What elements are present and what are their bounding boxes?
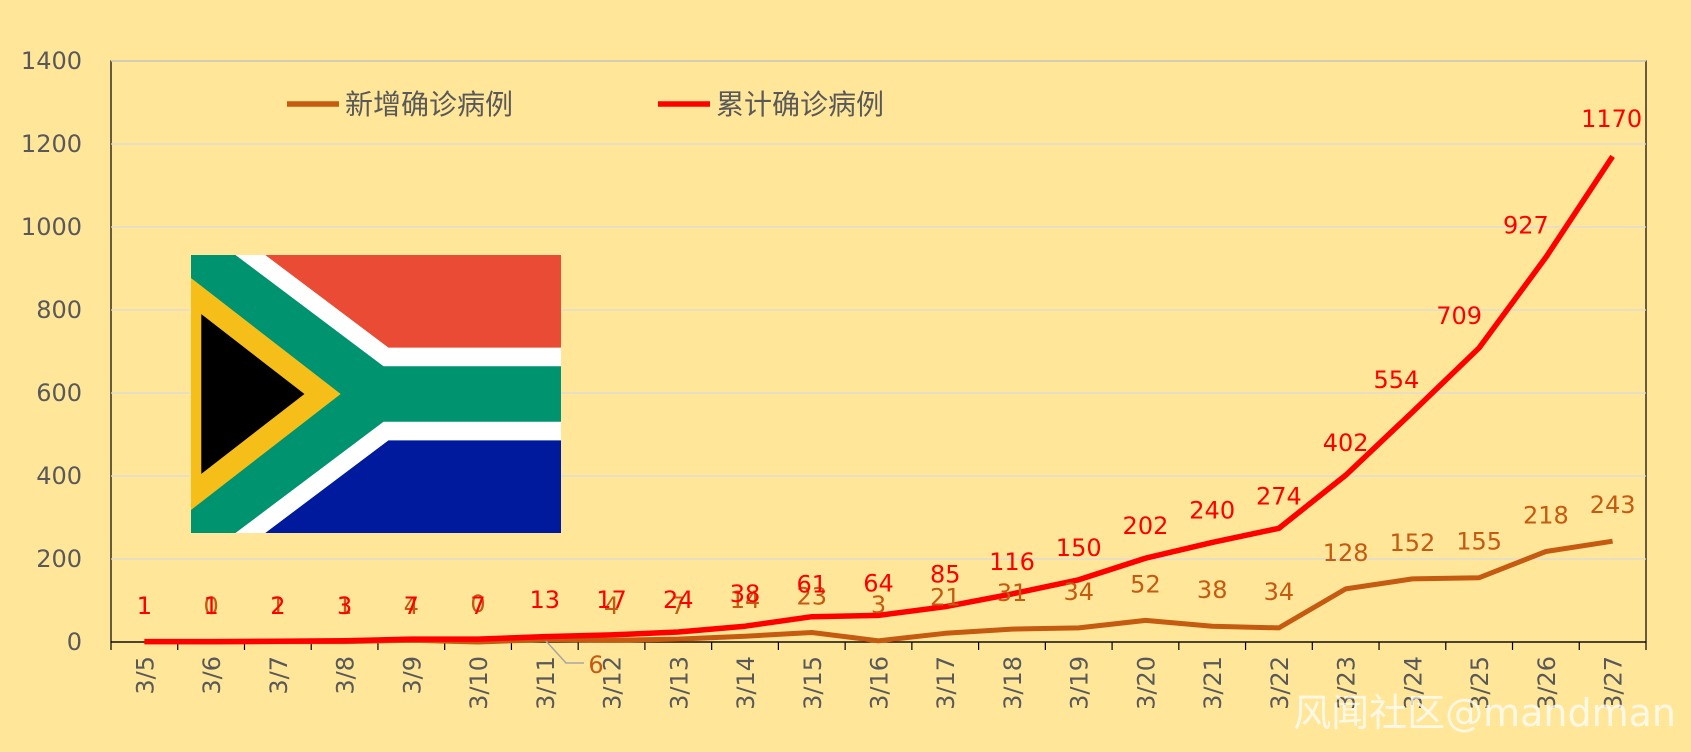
data-label-daily: 34 — [1264, 578, 1295, 606]
watermark: 风闻社区@mandman — [1293, 691, 1676, 735]
data-label-cumulative: 402 — [1323, 429, 1369, 457]
data-label-daily: 3 — [871, 591, 886, 619]
data-label-daily: 21 — [930, 583, 961, 611]
data-label-cumulative: 24 — [663, 586, 694, 614]
series-group — [144, 154, 1615, 645]
legend-label: 新增确诊病例 — [345, 88, 513, 121]
y-tick-label: 1000 — [21, 213, 82, 241]
data-label-daily: 0 — [470, 590, 485, 618]
series-line-cumulative — [144, 154, 1615, 645]
y-tick-label: 0 — [67, 628, 82, 656]
x-tick-label: 3/15 — [799, 656, 827, 710]
data-label-cumulative: 202 — [1123, 512, 1169, 540]
data-label-cumulative: 3 — [337, 592, 352, 620]
x-tick-label: 3/9 — [398, 656, 426, 695]
data-label-daily: 1 — [270, 592, 285, 620]
x-tick-label: 3/21 — [1199, 656, 1227, 710]
y-tick-label: 800 — [36, 296, 82, 324]
x-tick-label: 3/6 — [198, 656, 226, 695]
data-label-daily: 6 — [588, 651, 603, 679]
data-label-cumulative: 7 — [470, 592, 485, 620]
data-label-cumulative: 1 — [137, 592, 152, 620]
data-label-daily: 31 — [997, 579, 1028, 607]
x-tick-label: 3/23 — [1333, 656, 1361, 710]
data-label-daily: 4 — [604, 592, 619, 620]
leader-line — [545, 640, 584, 664]
data-label-daily: 128 — [1323, 539, 1369, 567]
x-tick-label: 3/12 — [599, 656, 627, 710]
data-label-cumulative: 116 — [989, 548, 1035, 576]
x-tick-label: 3/25 — [1466, 656, 1494, 710]
data-label-cumulative: 927 — [1503, 211, 1549, 239]
x-tick-label: 3/24 — [1399, 656, 1427, 710]
data-label-cumulative: 1170 — [1581, 105, 1642, 133]
data-label-cumulative: 1 — [203, 592, 218, 620]
data-label-daily: 14 — [730, 586, 761, 614]
x-tick-label: 3/26 — [1533, 656, 1561, 710]
x-axis: 3/5 3/6 3/7 3/8 3/9 3/10 3/11 3/12 3/13 3/14 3/15 3… — [110, 641, 1647, 710]
data-label-daily: 7 — [671, 592, 686, 620]
x-tick-label: 3/14 — [732, 656, 760, 710]
y-tick-label: 200 — [36, 545, 82, 573]
x-tick-label: 3/19 — [1066, 656, 1094, 710]
x-tick-label: 3/27 — [1600, 656, 1628, 710]
x-tick-label: 3/16 — [866, 656, 894, 710]
y-axis: 0 200 400 600 800 1000 1200 1400 — [21, 47, 82, 656]
x-tick-label: 3/22 — [1266, 656, 1294, 710]
data-label-cumulative: 240 — [1189, 496, 1235, 524]
y-tick-label: 600 — [36, 379, 82, 407]
data-label-cumulative: 554 — [1374, 366, 1420, 394]
x-tick-label: 3/18 — [999, 656, 1027, 710]
data-label-cumulative: 85 — [930, 561, 961, 589]
data-label-daily: 4 — [404, 592, 419, 620]
data-label-cumulative: 61 — [796, 571, 827, 599]
data-label-cumulative: 150 — [1056, 534, 1102, 562]
x-tick-label: 3/20 — [1132, 656, 1160, 710]
x-tick-label: 3/11 — [532, 656, 560, 710]
x-tick-label: 3/7 — [265, 656, 293, 695]
data-label-daily: 1 — [137, 592, 152, 620]
data-label-daily: 34 — [1063, 578, 1094, 606]
data-label-daily: 152 — [1390, 529, 1436, 557]
data-label-daily: 218 — [1523, 502, 1569, 530]
data-label-daily: 0 — [203, 592, 218, 620]
x-tick-label: 3/10 — [465, 656, 493, 710]
x-tick-label: 3/13 — [665, 656, 693, 710]
x-tick-label: 3/5 — [131, 656, 159, 695]
data-label-daily: 23 — [796, 582, 827, 610]
legend: 新增确诊病例 累计确诊病例 — [287, 88, 884, 121]
data-label-cumulative: 274 — [1256, 482, 1302, 510]
data-label-daily: 243 — [1590, 491, 1636, 519]
x-tick-label: 3/17 — [932, 656, 960, 710]
data-label-cumulative: 38 — [730, 580, 761, 608]
data-label-cumulative: 7 — [404, 592, 419, 620]
y-tick-label: 1400 — [21, 47, 82, 75]
data-label-daily: 38 — [1197, 576, 1228, 604]
y-tick-label: 1200 — [21, 130, 82, 158]
data-label-daily: 155 — [1456, 528, 1502, 556]
legend-label: 累计确诊病例 — [716, 88, 884, 121]
data-label-daily: 1 — [337, 592, 352, 620]
x-tick-label: 3/8 — [332, 656, 360, 695]
data-label-cumulative: 709 — [1436, 302, 1482, 330]
data-label-cumulative: 17 — [596, 586, 627, 614]
data-label-cumulative: 2 — [270, 592, 285, 620]
data-label-daily: 52 — [1130, 570, 1161, 598]
y-tick-label: 400 — [36, 462, 82, 490]
south-africa-flag-icon — [191, 255, 561, 533]
data-label-cumulative: 13 — [530, 586, 561, 614]
data-label-cumulative: 64 — [863, 569, 894, 597]
